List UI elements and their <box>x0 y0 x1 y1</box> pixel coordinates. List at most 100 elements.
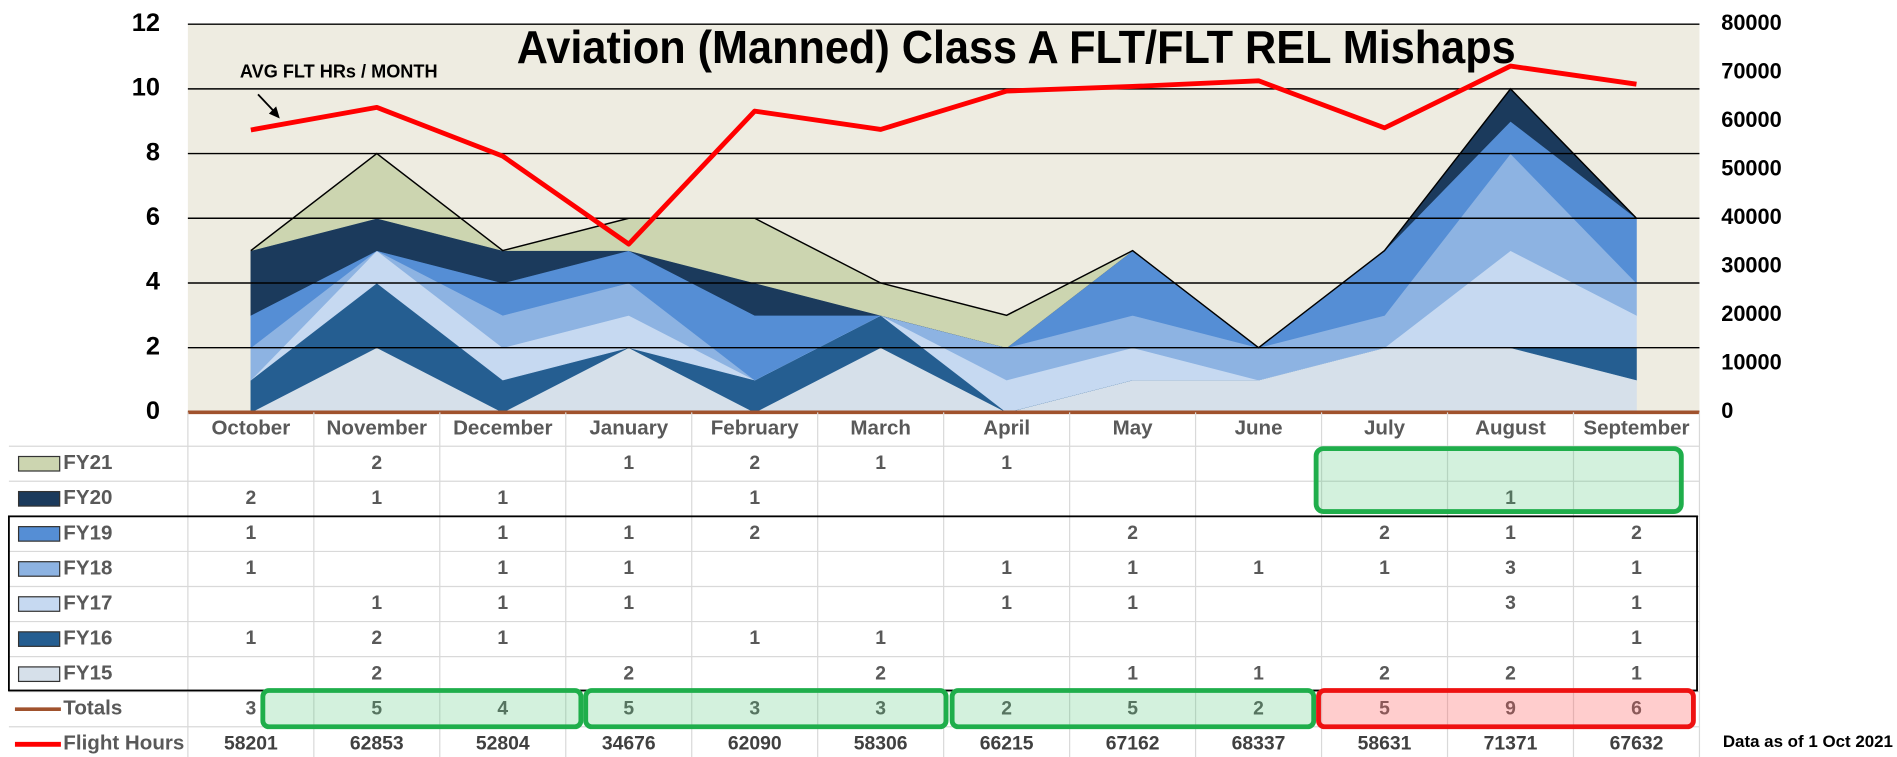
table-cell: 66215 <box>980 732 1034 754</box>
legend-swatch <box>17 526 61 542</box>
area-edge <box>250 87 1637 349</box>
table-cell: 2 <box>1253 697 1264 719</box>
x-tick-label: March <box>850 417 911 440</box>
table-cell: 1 <box>497 627 508 649</box>
chart-title: Aviation (Manned) Class A FLT/FLT REL Mi… <box>517 21 1516 73</box>
x-tick-label: October <box>211 417 290 440</box>
y2-tick-label: 30000 <box>1721 253 1781 278</box>
table-cell: 2 <box>875 662 886 684</box>
highlight-box <box>260 688 584 730</box>
y2-tick-label: 10000 <box>1721 350 1781 375</box>
table-cell: 2 <box>1379 662 1390 684</box>
table-cell: 1 <box>1127 662 1138 684</box>
table-cell: 2 <box>749 452 760 474</box>
table-cell: 1 <box>1505 487 1516 509</box>
x-tick-label: December <box>453 417 552 440</box>
table-cell: 58201 <box>224 732 278 754</box>
table-cell: 71371 <box>1484 732 1538 754</box>
highlight-box <box>949 688 1317 730</box>
box <box>7 515 1698 692</box>
table-cell: 67632 <box>1610 732 1664 754</box>
highlight-box <box>1313 446 1684 514</box>
legend-label: FY18 <box>63 556 112 579</box>
table-cell: 2 <box>1631 522 1642 544</box>
table-cell: 2 <box>1505 662 1516 684</box>
table-cell: 1 <box>1631 627 1642 649</box>
table-cell: 1 <box>497 522 508 544</box>
table-cell: 1 <box>1631 592 1642 614</box>
x-tick-label: November <box>327 417 427 440</box>
table-cell: 5 <box>371 697 382 719</box>
table-cell: 1 <box>749 627 760 649</box>
note: Data as of 1 Oct 2021 <box>1723 732 1893 751</box>
x-tick-label: May <box>1113 417 1154 440</box>
table-cell: 1 <box>497 557 508 579</box>
table-cell: 2 <box>1127 522 1138 544</box>
table-cell: 2 <box>245 487 256 509</box>
highlight-box <box>583 688 949 730</box>
x-tick-label: February <box>711 417 799 440</box>
table-cell: 5 <box>1127 697 1138 719</box>
table-cell: 2 <box>371 662 382 684</box>
table-cell: 1 <box>623 522 634 544</box>
table-cell: 68337 <box>1232 732 1286 754</box>
legend-swatch <box>17 455 61 472</box>
y2-tick-label: 20000 <box>1721 301 1781 326</box>
legend-swatch <box>17 561 61 577</box>
y-tick-label: 10 <box>132 74 160 102</box>
line <box>250 63 1637 247</box>
x-tick-label: August <box>1475 417 1546 440</box>
table-cell: 6 <box>1631 697 1642 719</box>
table-cell: 1 <box>497 487 508 509</box>
y2-tick-label: 40000 <box>1721 204 1781 229</box>
table-cell: 1 <box>1127 592 1138 614</box>
table-cell: 1 <box>623 592 634 614</box>
table-cell: 62853 <box>350 732 404 754</box>
table-cell: 62090 <box>728 732 782 754</box>
x-tick-label: April <box>983 417 1030 440</box>
legend-swatch <box>17 631 61 647</box>
y2-tick-label: 80000 <box>1721 10 1781 35</box>
table-cell: 1 <box>1379 557 1390 579</box>
legend-swatch <box>17 666 61 683</box>
table-cell: 58306 <box>854 732 908 754</box>
legend-label: FY21 <box>63 451 112 474</box>
y2-tick-label: 70000 <box>1721 58 1781 83</box>
y2-tick-label: 50000 <box>1721 156 1781 181</box>
table-cell: 1 <box>623 452 634 474</box>
table-cell: 2 <box>749 522 760 544</box>
y2-tick-label: 0 <box>1721 398 1733 423</box>
y-tick-label: 6 <box>146 203 160 231</box>
table-cell: 1 <box>1631 557 1642 579</box>
table-cell: 58631 <box>1358 732 1412 754</box>
table-cell: 4 <box>497 697 508 719</box>
y-tick-label: 4 <box>146 268 160 296</box>
table-cell: 1 <box>1253 557 1264 579</box>
table-cell: 67162 <box>1106 732 1160 754</box>
data-table: October November December January February Ma… <box>8 412 1701 757</box>
x-tick-label: June <box>1235 417 1283 440</box>
table-cell: 3 <box>749 697 760 719</box>
table-cell: 1 <box>1253 662 1264 684</box>
annotation: AVG FLT HRs / MONTH <box>240 61 438 81</box>
y-tick-label: 2 <box>146 332 160 360</box>
table-cell: 1 <box>1127 557 1138 579</box>
table-cell: 1 <box>245 627 256 649</box>
table-cell: 1 <box>245 557 256 579</box>
table-cell: 1 <box>497 592 508 614</box>
table-cell: 1 <box>1001 592 1012 614</box>
table-cell: 1 <box>875 627 886 649</box>
table-cell: 1 <box>245 522 256 544</box>
table-cell: 1 <box>623 557 634 579</box>
areas <box>250 87 1637 413</box>
legend-label: FY17 <box>63 591 112 614</box>
x-tick-label: July <box>1364 417 1406 440</box>
table-cell: 1 <box>1001 557 1012 579</box>
table-cell: 34676 <box>602 732 656 754</box>
x-tick-label: January <box>589 417 668 440</box>
legend-label: Flight Hours <box>63 732 184 755</box>
table-cell: 1 <box>1505 522 1516 544</box>
legend-label: FY15 <box>63 662 112 685</box>
